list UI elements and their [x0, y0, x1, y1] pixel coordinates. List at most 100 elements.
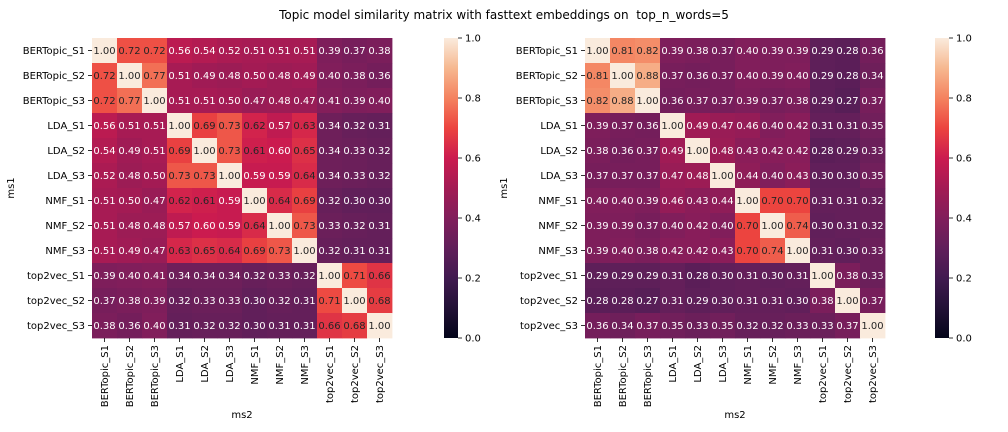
cell-value-label: 0.51 [143, 121, 165, 132]
cell-value-label: 0.51 [93, 221, 115, 232]
heatmap-cell [217, 288, 243, 314]
heatmap-cell [635, 38, 661, 64]
heatmap-cell [317, 88, 343, 114]
cell-value-label: 0.39 [761, 71, 783, 82]
heatmap-cell [192, 138, 218, 164]
heatmap-cell [660, 88, 686, 114]
heatmap-cell [810, 238, 836, 264]
cell-value-label: 0.42 [661, 246, 683, 257]
heatmap-cell [835, 38, 861, 64]
cell-value-label: 0.29 [811, 71, 833, 82]
y-tick-label: NMF_S2 [45, 221, 85, 232]
x-tick-label: LDA_S1 [175, 345, 186, 383]
y-tick-label: top2vec_S3 [520, 321, 578, 332]
heatmap-cell [585, 213, 611, 239]
cell-value-label: 0.37 [586, 171, 608, 182]
heatmap-cell [242, 213, 268, 239]
cell-value-label: 0.28 [611, 296, 633, 307]
heatmap-cell [610, 138, 636, 164]
cell-value-label: 0.31 [811, 121, 833, 132]
heatmap-cell [735, 113, 761, 139]
heatmap-cell [585, 138, 611, 164]
heatmap-cell [92, 288, 118, 314]
heatmap-cell [167, 63, 193, 89]
heatmap-cell [192, 313, 218, 339]
colorbar-tick-label: 0.0 [956, 334, 972, 345]
heatmap-cell [760, 288, 786, 314]
cell-value-label: 0.50 [143, 171, 165, 182]
heatmap-cell [610, 63, 636, 89]
cell-value-label: 0.38 [686, 46, 708, 57]
heatmap-cell [117, 63, 143, 89]
y-axis-label: ms1 [6, 177, 17, 198]
heatmap-cell [217, 263, 243, 289]
heatmap-cell [142, 63, 168, 89]
heatmap-cell [685, 38, 711, 64]
x-tick-label: BERTopic_S3 [643, 345, 654, 407]
cell-value-label: 0.34 [611, 321, 633, 332]
heatmap-cell [267, 238, 293, 264]
heatmap-cell [810, 38, 836, 64]
cell-value-label: 0.48 [118, 221, 140, 232]
cell-value-label: 0.40 [368, 96, 390, 107]
cell-value-label: 0.42 [686, 221, 708, 232]
heatmap-cell [142, 263, 168, 289]
heatmap-cell [217, 88, 243, 114]
cell-value-label: 0.30 [243, 296, 265, 307]
cell-value-label: 0.28 [586, 296, 608, 307]
cell-value-label: 0.62 [243, 121, 265, 132]
cell-value-label: 0.33 [343, 171, 365, 182]
x-tick-label: top2vec_S1 [818, 345, 829, 403]
heatmap-cell [317, 288, 343, 314]
heatmap-cell [217, 188, 243, 214]
heatmap-cell [635, 163, 661, 189]
heatmap-cell [92, 263, 118, 289]
heatmap-cell [267, 163, 293, 189]
heatmap-cell [92, 213, 118, 239]
heatmap-cell [292, 113, 318, 139]
x-tick-label: BERTopic_S3 [150, 345, 161, 407]
cell-value-label: 0.30 [243, 321, 265, 332]
heatmap-cell [367, 313, 393, 339]
heatmap-cell [785, 138, 811, 164]
cell-value-label: 0.88 [636, 71, 658, 82]
cell-value-label: 0.60 [193, 221, 215, 232]
cell-value-label: 0.36 [586, 321, 608, 332]
cell-value-label: 0.37 [636, 171, 658, 182]
cell-value-label: 0.27 [836, 96, 858, 107]
heatmap-cell [735, 188, 761, 214]
heatmap-panel-1: 1.00 0.72 0.72 0.56 0.54 0.52 0.51 0.51 0.51 0.39… [6, 34, 481, 422]
cell-value-label: 0.51 [193, 96, 215, 107]
cell-value-label: 0.37 [636, 221, 658, 232]
cell-value-label: 0.39 [661, 46, 683, 57]
heatmap-cell [735, 288, 761, 314]
heatmap-cell [117, 313, 143, 339]
x-tick-label: BERTopic_S2 [125, 345, 136, 407]
heatmap-cell [217, 63, 243, 89]
cell-value-label: 0.81 [611, 46, 633, 57]
cell-value-label: 0.33 [786, 321, 808, 332]
heatmap-cell [785, 288, 811, 314]
cell-value-label: 0.50 [118, 196, 140, 207]
cell-value-label: 0.31 [736, 271, 758, 282]
heatmap-cell [142, 288, 168, 314]
cell-value-label: 0.37 [636, 321, 658, 332]
x-tick-label: NMF_S1 [250, 345, 261, 385]
x-tick-label: LDA_S3 [225, 345, 236, 383]
cell-value-label: 0.64 [243, 221, 265, 232]
cell-value-label: 0.64 [218, 246, 240, 257]
cell-value-label: 0.57 [168, 221, 190, 232]
heatmap-cell [367, 288, 393, 314]
cell-value-label: 0.28 [811, 146, 833, 157]
y-tick-label: LDA_S1 [540, 121, 578, 132]
cell-value-label: 0.56 [93, 121, 115, 132]
heatmap-cell [342, 88, 368, 114]
heatmap-cell [292, 63, 318, 89]
heatmap-cell [635, 313, 661, 339]
heatmap-cell [835, 63, 861, 89]
heatmap-cell [292, 88, 318, 114]
heatmap-cell [585, 113, 611, 139]
heatmap-cell [367, 238, 393, 264]
cell-value-label: 0.29 [686, 296, 708, 307]
cell-value-label: 0.37 [611, 171, 633, 182]
